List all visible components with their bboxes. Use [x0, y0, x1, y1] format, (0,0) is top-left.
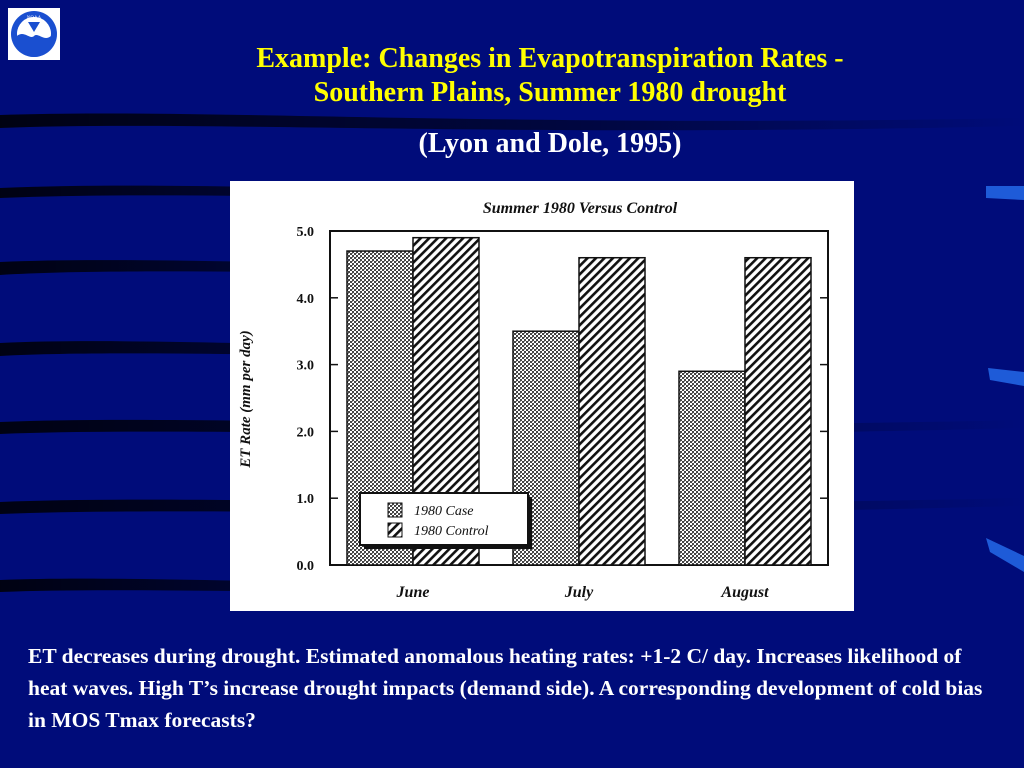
- legend-label: 1980 Case: [414, 504, 474, 519]
- chart-panel: Summer 1980 Versus Control ET Rate (mm p…: [230, 181, 854, 611]
- bar-1980-control-july: [578, 256, 646, 566]
- bar-1980-control-august: [744, 256, 812, 566]
- y-tick-label: 4.0: [297, 292, 315, 307]
- title-line-1: Example: Changes in Evapotranspiration R…: [256, 43, 844, 74]
- slide-title: Example: Changes in Evapotranspiration R…: [140, 42, 960, 110]
- legend-swatch: [387, 522, 403, 538]
- title-line-2: Southern Plains, Summer 1980 drought: [313, 77, 787, 108]
- logo-text: NOAA: [27, 16, 42, 21]
- y-tick-label: 5.0: [297, 225, 315, 240]
- y-tick-label: 3.0: [297, 359, 315, 374]
- chart-title: Summer 1980 Versus Control: [483, 200, 678, 217]
- y-tick-label: 1.0: [297, 492, 315, 507]
- y-axis-label: ET Rate (mm per day): [238, 330, 254, 468]
- x-tick-label: August: [720, 584, 769, 601]
- noaa-logo: NOAA: [8, 8, 60, 60]
- legend-swatch: [387, 502, 403, 518]
- noaa-seal-icon: NOAA: [11, 11, 57, 57]
- y-tick-label: 0.0: [297, 559, 315, 574]
- citation: (Lyon and Dole, 1995): [418, 128, 682, 159]
- bar-1980-case-july: [512, 330, 580, 566]
- slide-caption: ET decreases during drought. Estimated a…: [28, 644, 983, 732]
- x-tick-label: June: [396, 584, 430, 601]
- y-tick-label: 2.0: [297, 425, 315, 440]
- et-bar-chart: Summer 1980 Versus Control ET Rate (mm p…: [238, 200, 829, 601]
- x-tick-label: July: [564, 584, 594, 601]
- bar-1980-case-august: [678, 370, 746, 566]
- legend-label: 1980 Control: [414, 524, 489, 539]
